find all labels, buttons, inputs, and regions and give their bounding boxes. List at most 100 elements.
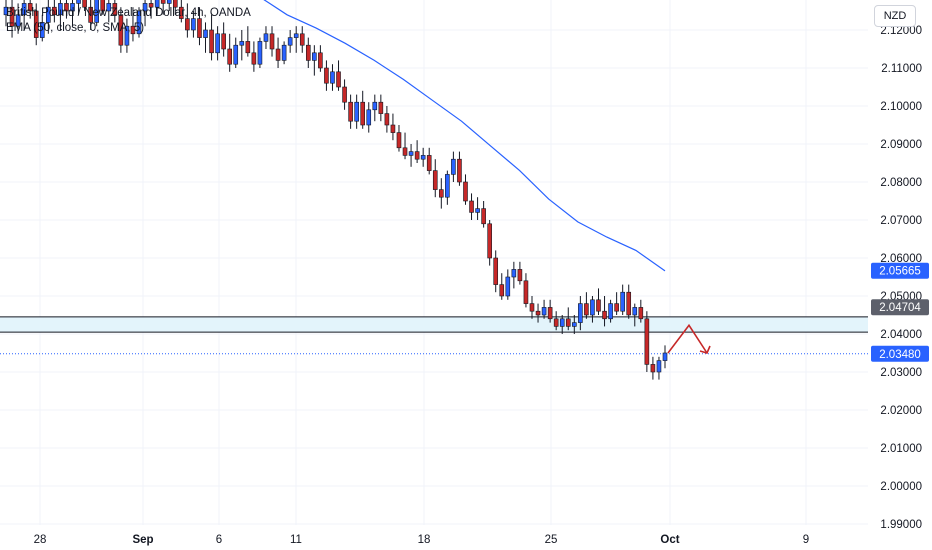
candle-body: [499, 284, 505, 297]
candle-body: [559, 318, 565, 327]
ema-path: [263, 0, 666, 272]
candle: [70, 0, 75, 27]
candle: [39, 14, 45, 42]
candle: [354, 94, 359, 129]
candle: [15, 3, 21, 34]
candle: [360, 90, 366, 129]
candle-body: [626, 291, 632, 316]
candle: [529, 296, 535, 319]
candle-body: [179, 6, 184, 19]
candle: [469, 193, 474, 220]
candle-body: [293, 33, 299, 38]
candle-body: [312, 52, 317, 61]
candle: [553, 311, 559, 331]
candle-body: [3, 6, 9, 16]
candle: [239, 30, 245, 61]
candle-body: [426, 155, 432, 171]
y-tick-label: 2.02000: [880, 405, 922, 417]
candle: [64, 0, 69, 19]
candle-body: [378, 101, 384, 114]
candle: [596, 288, 601, 315]
candle: [432, 159, 438, 198]
candle: [439, 178, 444, 209]
candle: [245, 26, 251, 57]
x-tick-label: 28: [34, 534, 47, 546]
candle-body: [330, 71, 335, 84]
candle: [191, 11, 196, 38]
symbol-title[interactable]: British Pound / New Zealand Dollar, 4h, …: [6, 7, 251, 19]
candle-body: [469, 200, 474, 213]
candle-body: [324, 67, 329, 84]
currency-button[interactable]: NZD: [874, 5, 916, 27]
candle-body: [299, 33, 305, 46]
candle: [160, 0, 166, 15]
candle-body: [487, 223, 492, 259]
candle: [312, 45, 317, 76]
time-axis[interactable]: 28 Sep 6 11 18 25 Oct 9: [34, 534, 810, 546]
candle: [52, 0, 57, 23]
candle-body: [275, 48, 281, 61]
support-zone: [0, 316, 868, 355]
candle-body: [511, 269, 517, 278]
candle-body: [209, 29, 214, 54]
candle: [584, 292, 589, 319]
candle-body: [160, 0, 166, 4]
candle: [33, 3, 39, 46]
candle-body: [523, 280, 529, 304]
candle: [154, 0, 160, 15]
candle-body: [547, 307, 553, 320]
candle: [572, 315, 577, 334]
candle-body: [638, 307, 644, 320]
x-tick-label: 25: [545, 534, 558, 546]
candle-body: [118, 14, 124, 46]
candle-body: [505, 276, 511, 297]
candle: [650, 356, 656, 380]
candle-body: [233, 44, 239, 65]
candle: [233, 37, 239, 68]
candle: [348, 94, 353, 129]
candle-body: [221, 33, 226, 50]
candle: [590, 296, 595, 323]
candle: [324, 60, 329, 91]
chart-legend: British Pound / New Zealand Dollar, 4h, …: [6, 6, 251, 36]
price-labels: 2.05665 2.04704 2.03480: [871, 262, 929, 362]
x-tick-label: 11: [290, 534, 302, 546]
candle: [330, 64, 335, 91]
indicator-label[interactable]: EMA (50, close, 0, SMA, 5): [6, 22, 145, 34]
candle-body: [39, 22, 45, 38]
candle: [88, 0, 93, 30]
candle-body: [360, 101, 366, 126]
candle-body: [396, 132, 402, 149]
candle-body: [451, 158, 456, 175]
candle: [197, 7, 202, 46]
candle: [336, 60, 341, 91]
candle: [499, 273, 505, 300]
candle-body: [46, 6, 51, 23]
candle-body: [384, 113, 390, 126]
candle: [656, 356, 662, 380]
candle: [378, 94, 384, 122]
candle-body: [203, 29, 208, 38]
candle-body: [553, 318, 559, 327]
candle: [209, 14, 214, 61]
candle-body: [445, 174, 450, 198]
candle: [293, 26, 299, 53]
candle-body: [100, 0, 106, 12]
candle-body: [584, 303, 589, 316]
candle-body: [463, 181, 468, 202]
candle: [124, 18, 130, 53]
candle: [487, 220, 492, 266]
candle: [257, 37, 263, 68]
candle: [172, 0, 178, 15]
x-tick-label: 18: [418, 534, 431, 546]
candle: [130, 7, 136, 42]
candle: [215, 26, 220, 61]
zone-fill: [0, 316, 868, 333]
candle-body: [33, 10, 39, 38]
x-tick-label: 9: [803, 534, 809, 546]
candle: [305, 37, 311, 68]
candle-body: [475, 208, 480, 213]
candle: [299, 26, 305, 53]
x-tick-label: Oct: [660, 534, 679, 546]
